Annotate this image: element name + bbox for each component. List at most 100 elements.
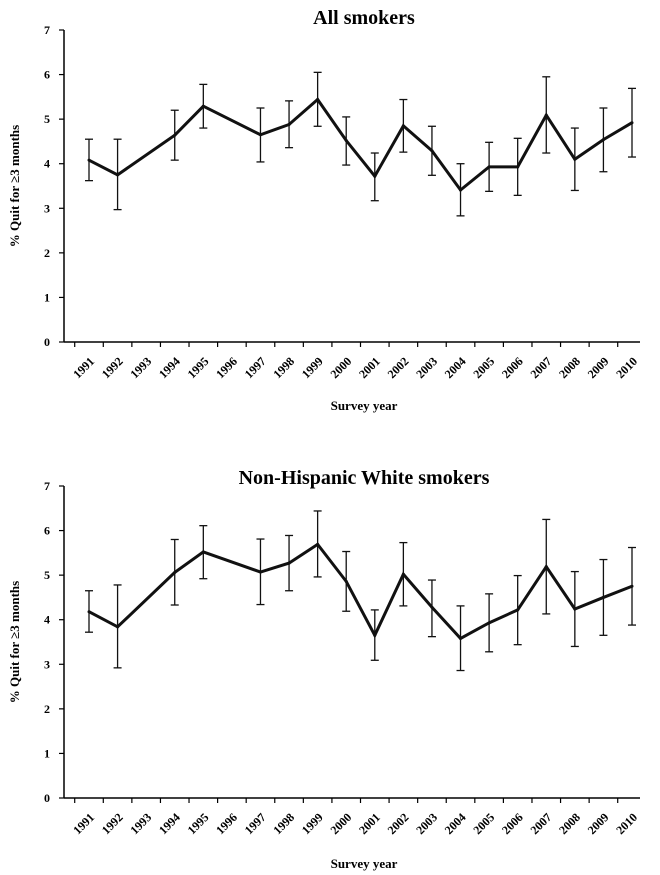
x-tick-label: 1997 — [242, 354, 269, 381]
data-point — [258, 570, 262, 574]
y-tick-label: 6 — [44, 524, 50, 538]
y-tick-label: 0 — [44, 791, 50, 805]
y-tick-label: 7 — [44, 479, 50, 493]
y-tick-label: 4 — [44, 613, 50, 627]
y-axis-label: % Quit for ≥3 months — [7, 581, 22, 703]
x-tick-label: 2007 — [528, 810, 555, 837]
x-tick-label: 2006 — [499, 354, 526, 381]
x-axis-label: Survey year — [331, 856, 398, 871]
x-tick-label: 1994 — [156, 810, 183, 837]
y-tick-label: 3 — [44, 201, 50, 215]
y-tick-label: 2 — [44, 246, 50, 260]
data-point — [430, 149, 434, 153]
data-point — [544, 113, 548, 117]
data-point — [373, 174, 377, 178]
chart-all-smokers: All smokers 0 1 2 3 4 5 6 7 1991 1992 1993 1994 1995 1… — [0, 0, 660, 420]
data-point — [573, 157, 577, 161]
data-point — [430, 605, 434, 609]
y-axis-label: % Quit for ≥3 months — [7, 125, 22, 247]
x-tick-label: 1993 — [127, 354, 154, 381]
data-point — [287, 122, 291, 126]
x-tick-label: 2005 — [470, 810, 497, 837]
data-point — [116, 173, 120, 177]
x-tick-label: 2000 — [327, 354, 354, 381]
data-point — [401, 572, 405, 576]
y-tick-label: 5 — [44, 112, 50, 126]
x-tick-label: 1997 — [242, 810, 269, 837]
data-point — [344, 579, 348, 583]
x-tick-label: 1998 — [270, 354, 297, 381]
data-point — [459, 636, 463, 640]
y-tick-label: 1 — [44, 290, 50, 304]
x-tick-label: 1991 — [70, 810, 97, 837]
data-point — [573, 607, 577, 611]
data-point — [201, 104, 205, 108]
x-tick-label: 1992 — [99, 354, 126, 381]
x-tick-label: 2003 — [413, 810, 440, 837]
data-point — [487, 165, 491, 169]
x-tick-label: 2004 — [442, 354, 469, 381]
x-tick-label: 2005 — [470, 354, 497, 381]
data-point — [401, 124, 405, 128]
x-tick-label: 1999 — [299, 354, 326, 381]
data-point — [87, 610, 91, 614]
data-point — [316, 98, 320, 102]
x-tick-label: 2009 — [585, 810, 612, 837]
x-tick-label: 2000 — [327, 810, 354, 837]
y-tick-label: 4 — [44, 157, 50, 171]
x-tick-label: 2008 — [556, 354, 583, 381]
data-point — [630, 121, 634, 125]
y-tick-label: 1 — [44, 746, 50, 760]
data-point — [316, 542, 320, 546]
x-tick-label: 1998 — [270, 810, 297, 837]
x-tick-label: 2001 — [356, 810, 383, 837]
data-point — [601, 138, 605, 142]
x-tick-label: 1999 — [299, 810, 326, 837]
x-tick-label: 1994 — [156, 354, 183, 381]
chart-title: All smokers — [313, 7, 415, 29]
x-tick-label: 2009 — [585, 354, 612, 381]
data-point — [201, 550, 205, 554]
x-axis-label: Survey year — [331, 398, 398, 413]
chart-nh-white-smokers: Non-Hispanic White smokers 0 1 2 3 4 5 6 7 1991 19… — [0, 420, 660, 875]
y-tick-label: 0 — [44, 335, 50, 349]
y-tick-label: 7 — [44, 23, 50, 37]
x-tick-label: 2004 — [442, 810, 469, 837]
x-tick-label: 2010 — [613, 354, 640, 381]
data-point — [601, 595, 605, 599]
chart-title: Non-Hispanic White smokers — [239, 467, 490, 489]
x-tick-label: 1995 — [185, 354, 212, 381]
x-tick-label: 1991 — [70, 354, 97, 381]
x-tick-label: 1996 — [213, 354, 240, 381]
data-point — [373, 633, 377, 637]
series-line — [88, 97, 633, 193]
x-tick-label: 2002 — [385, 810, 412, 837]
data-point — [544, 565, 548, 569]
x-tick-label: 1992 — [99, 810, 126, 837]
x-tick-label: 2006 — [499, 810, 526, 837]
data-point — [487, 621, 491, 625]
x-tick-label: 2002 — [385, 354, 412, 381]
series-line — [88, 542, 633, 641]
y-tick-label: 2 — [44, 702, 50, 716]
data-point — [87, 158, 91, 162]
data-point — [287, 561, 291, 565]
x-tick-label: 2007 — [528, 354, 555, 381]
y-tick-label: 5 — [44, 568, 50, 582]
x-tick-label: 2010 — [613, 810, 640, 837]
data-point — [173, 570, 177, 574]
y-tick-label: 3 — [44, 657, 50, 671]
y-tick-label: 6 — [44, 68, 50, 82]
data-point — [630, 584, 634, 588]
data-point — [258, 133, 262, 137]
x-tick-label: 1996 — [213, 810, 240, 837]
data-point — [344, 139, 348, 143]
data-point — [116, 625, 120, 629]
data-point — [516, 608, 520, 612]
data-point — [516, 165, 520, 169]
data-point — [173, 133, 177, 137]
x-tick-label: 2008 — [556, 810, 583, 837]
x-tick-label: 2001 — [356, 354, 383, 381]
x-tick-label: 1993 — [127, 810, 154, 837]
data-point — [459, 188, 463, 192]
